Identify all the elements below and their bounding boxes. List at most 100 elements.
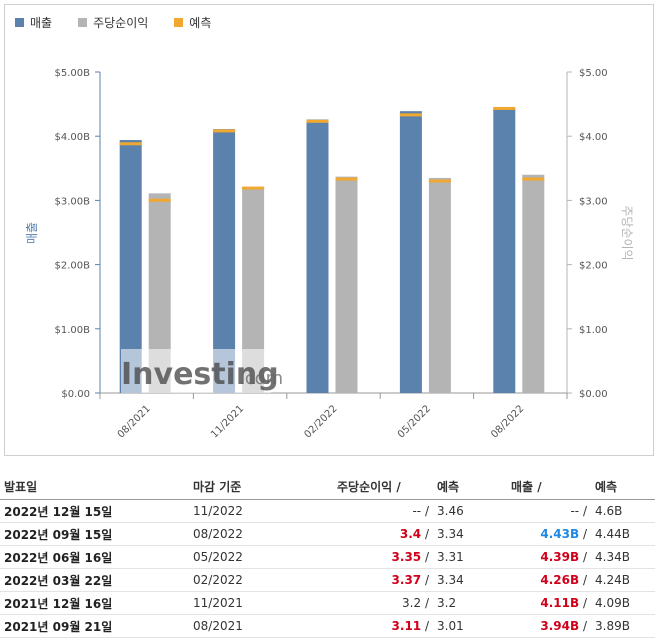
eps-value: 3.2 [402, 596, 422, 610]
date-text: 2022년 12월 15일 [4, 504, 113, 519]
x-tick-label: 08/2022 [489, 403, 526, 440]
revenue-bar [493, 108, 516, 394]
cell-date: 2022년 12월 15일 [0, 499, 189, 523]
cell-revenue: 3.94B / [507, 614, 587, 638]
y-tick-label: $5.00B [55, 68, 91, 79]
x-tick-label: 05/2022 [396, 403, 433, 440]
cell-eps: 3.4 / [333, 522, 429, 546]
revenue-sep: / [579, 573, 587, 587]
table-row: 2022년 09월 15일 08/2022 3.4 / 3.34 4.43B / 4.44… [0, 522, 655, 546]
eps-value: 3.35 [391, 550, 422, 564]
bar-chart: $0.00 $1.00B $2.00B $3.00B $4.00B $5.00B $0.00… [25, 68, 634, 440]
header-revenue-label: 매출 [511, 479, 534, 494]
legend-revenue[interactable]: 매출 [15, 14, 52, 31]
eps-sep: / [421, 550, 429, 564]
eps-forecast-value: 3.46 [437, 504, 464, 518]
cell-revenue-forecast: 4.09B [587, 591, 655, 615]
y-tick-label: $4.00B [55, 132, 91, 143]
table-row: 2022년 03월 22일 02/2022 3.37 /3.34 4.26B /4.2… [0, 568, 655, 592]
header-eps-forecast[interactable]: 예측 [429, 473, 507, 500]
cell-revenue-forecast: 4.34B [587, 545, 655, 569]
cell-revenue-forecast: 4.44B [587, 522, 655, 546]
cell-date: 2021년 09월 21일 [0, 614, 189, 638]
revenue-sep: / [579, 527, 587, 541]
revenue-forecast-mark [399, 113, 422, 117]
eps-forecast-value: 3.34 [437, 573, 464, 587]
revenue-sep: / [579, 504, 587, 518]
cell-revenue-forecast: 3.89B [587, 614, 655, 638]
revenue-value: 4.26B [540, 573, 580, 587]
legend-revenue-swatch [15, 18, 24, 27]
date-text: 2022년 06월 16일 [4, 550, 113, 565]
period-text: 02/2022 [193, 573, 243, 587]
revenue-forecast-mark [119, 142, 142, 146]
cell-revenue: 4.39B / [507, 545, 587, 569]
eps-value: 3.11 [391, 619, 422, 633]
revenue-forecast-mark [306, 119, 329, 123]
y-tick-label: $3.00B [55, 196, 91, 207]
cell-revenue: 4.11B / [507, 591, 587, 615]
y2-tick-label: $4.00 [579, 132, 608, 143]
legend-revenue-label: 매출 [30, 16, 53, 30]
legend-forecast-label: 예측 [189, 16, 212, 30]
cell-eps: 3.35 / [333, 545, 429, 569]
cell-revenue: -- / [507, 499, 587, 523]
eps-sep: / [421, 527, 429, 541]
header-date[interactable]: 발표일 [0, 473, 189, 500]
revenue-bar [119, 140, 142, 393]
cell-period: 11/2021 [189, 591, 333, 615]
legend-forecast-swatch [174, 18, 184, 27]
cell-date: 2022년 06월 16일 [0, 545, 189, 569]
y2-axis-title: 주당순이익 [620, 205, 634, 260]
revenue-bar [399, 111, 422, 394]
watermark-suffix: .com [239, 368, 283, 389]
eps-forecast-mark [242, 186, 265, 190]
header-eps[interactable]: 주당순이익 / [333, 473, 429, 500]
period-text: 05/2022 [193, 550, 243, 564]
y2-tick-label: $5.00 [579, 68, 608, 79]
cell-period: 08/2022 [189, 522, 333, 546]
chart-legend: 매출 주당순이익 예측 [15, 14, 211, 31]
table-row: 2021년 12월 16일 11/2021 3.2 /3.2 4.11B /4.09B [0, 591, 655, 615]
header-revenue-forecast[interactable]: 예측 [587, 473, 655, 500]
eps-bar [148, 193, 171, 393]
eps-value: -- [412, 504, 422, 518]
revenue-value: -- [570, 504, 580, 518]
eps-value: 3.37 [391, 573, 422, 587]
cell-period: 02/2022 [189, 568, 333, 592]
date-text: 2022년 09월 15일 [4, 527, 113, 542]
revenue-bar [213, 129, 236, 393]
eps-sep: / [421, 504, 429, 518]
table-header-row: 발표일 마감 기준 주당순이익 / 예측 매출 / 예측 [0, 473, 655, 500]
x-tick-label: 02/2022 [302, 403, 339, 440]
eps-sep: / [421, 573, 429, 587]
date-text: 2021년 12월 16일 [4, 596, 113, 611]
cell-eps-forecast: 3.46 [429, 499, 507, 523]
header-eps-sep: / [396, 479, 401, 494]
eps-sep: / [421, 619, 429, 633]
revenue-value: 4.43B [540, 527, 580, 541]
cell-eps-forecast: 3.01 [429, 614, 507, 638]
eps-forecast-mark [522, 177, 545, 181]
legend-eps[interactable]: 주당순이익 [78, 14, 148, 31]
cell-period: 11/2022 [189, 499, 333, 523]
period-text: 08/2021 [193, 619, 243, 633]
legend-eps-label: 주당순이익 [93, 16, 149, 30]
cell-date: 2022년 09월 15일 [0, 522, 189, 546]
header-revenue[interactable]: 매출 / [507, 473, 587, 500]
cell-period: 08/2021 [189, 614, 333, 638]
eps-bar [522, 174, 545, 393]
cell-eps: 3.11 / [333, 614, 429, 638]
revenue-forecast-value: 4.44B [595, 527, 630, 541]
x-tick-label: 08/2021 [116, 403, 153, 440]
eps-bar [242, 187, 265, 393]
y-axis-title: 매출 [25, 222, 39, 244]
header-period[interactable]: 마감 기준 [189, 473, 333, 500]
cell-eps: 3.37 / [333, 568, 429, 592]
revenue-bar [306, 119, 329, 394]
legend-forecast[interactable]: 예측 [174, 14, 211, 31]
date-text: 2022년 03월 22일 [4, 573, 113, 588]
eps-sep: / [421, 596, 429, 610]
y-tick-label: $1.00B [55, 325, 91, 336]
cell-date: 2022년 03월 22일 [0, 568, 189, 592]
